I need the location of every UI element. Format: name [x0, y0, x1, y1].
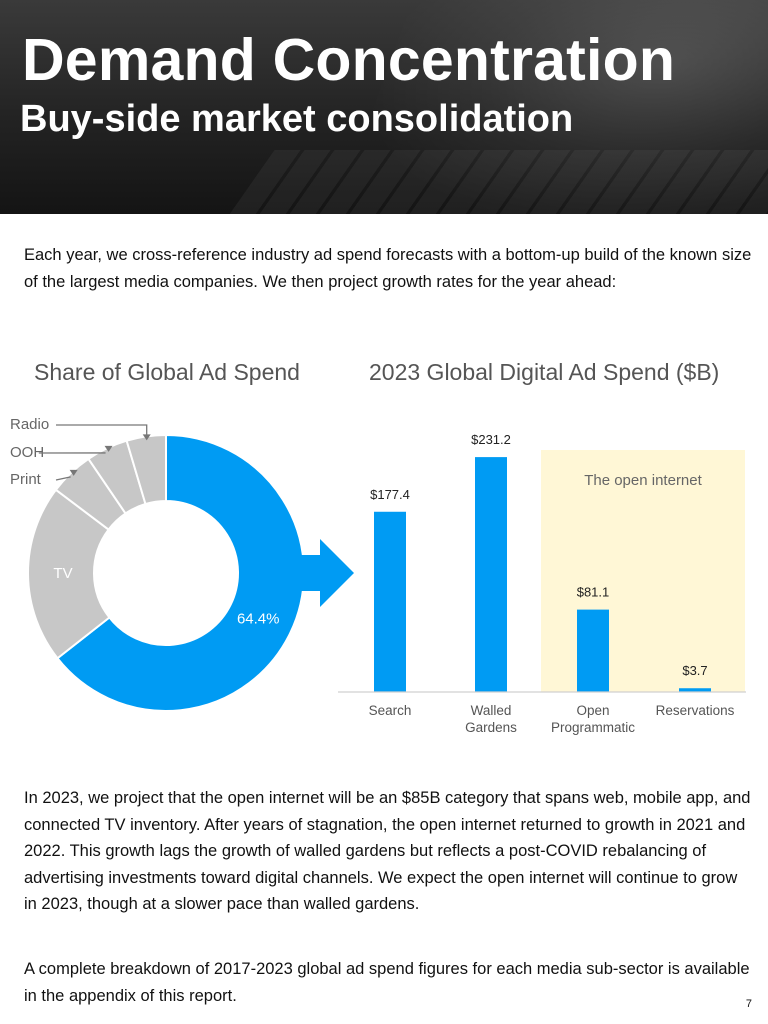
- bar-value-label: $3.7: [682, 663, 707, 678]
- ad-spend-charts: 64.4% TV Radio OOH Print The open internet $17…: [10, 416, 746, 735]
- donut-label-tv: TV: [53, 565, 72, 582]
- bar-search: [374, 511, 406, 692]
- bar-walled-gardens: [475, 457, 507, 692]
- donut-leader-arrow-ooh: [104, 445, 113, 452]
- donut-leader-arrow-radio: [142, 434, 151, 441]
- bar-reservations: [679, 688, 711, 692]
- header-banner: Demand Concentration Buy-side market con…: [0, 0, 768, 214]
- flow-arrow-icon: [300, 539, 354, 607]
- donut-slice-radio: [125, 433, 167, 506]
- bar-chart-title: 2023 Global Digital Ad Spend ($B): [369, 359, 720, 385]
- donut-label-radio: Radio: [10, 416, 49, 433]
- donut-leader-line-radio: [56, 424, 148, 439]
- page-title: Demand Concentration: [22, 27, 676, 93]
- bar-category-label: Walled: [471, 703, 512, 718]
- donut-label-digital: 64.4%: [237, 611, 280, 628]
- bar-category-label: Gardens: [465, 720, 517, 735]
- bar-category-label: Reservations: [656, 703, 735, 718]
- intro-paragraph: Each year, we cross-reference industry a…: [24, 246, 752, 291]
- open-internet-highlight: [541, 450, 745, 692]
- donut-leader-line-print: [55, 476, 71, 481]
- donut-leader-arrow-print: [69, 469, 78, 476]
- bar-value-label: $231.2: [471, 432, 511, 447]
- bar-category-label: Search: [369, 703, 412, 718]
- donut-slice-tv: [27, 488, 111, 660]
- page-number: 7: [745, 998, 752, 1010]
- bar-category-label: Programmatic: [551, 720, 635, 735]
- donut-chart-title: Share of Global Ad Spend: [34, 359, 300, 385]
- donut-label-print: Print: [10, 471, 42, 488]
- page-subtitle: Buy-side market consolidation: [20, 98, 574, 140]
- donut-label-ooh: OOH: [10, 444, 44, 461]
- body-paragraph: In 2023, we project that the open intern…: [24, 789, 751, 913]
- bar-open-programmatic: [577, 609, 609, 692]
- donut-slice-digital: [56, 433, 305, 712]
- bar-value-label: $81.1: [577, 585, 610, 600]
- header-background-keyboard: [225, 150, 768, 214]
- bar-category-label: Open: [576, 703, 609, 718]
- open-internet-label: The open internet: [584, 472, 702, 489]
- bar-value-label: $177.4: [370, 487, 410, 502]
- footer-paragraph: A complete breakdown of 2017-2023 global…: [24, 960, 750, 1005]
